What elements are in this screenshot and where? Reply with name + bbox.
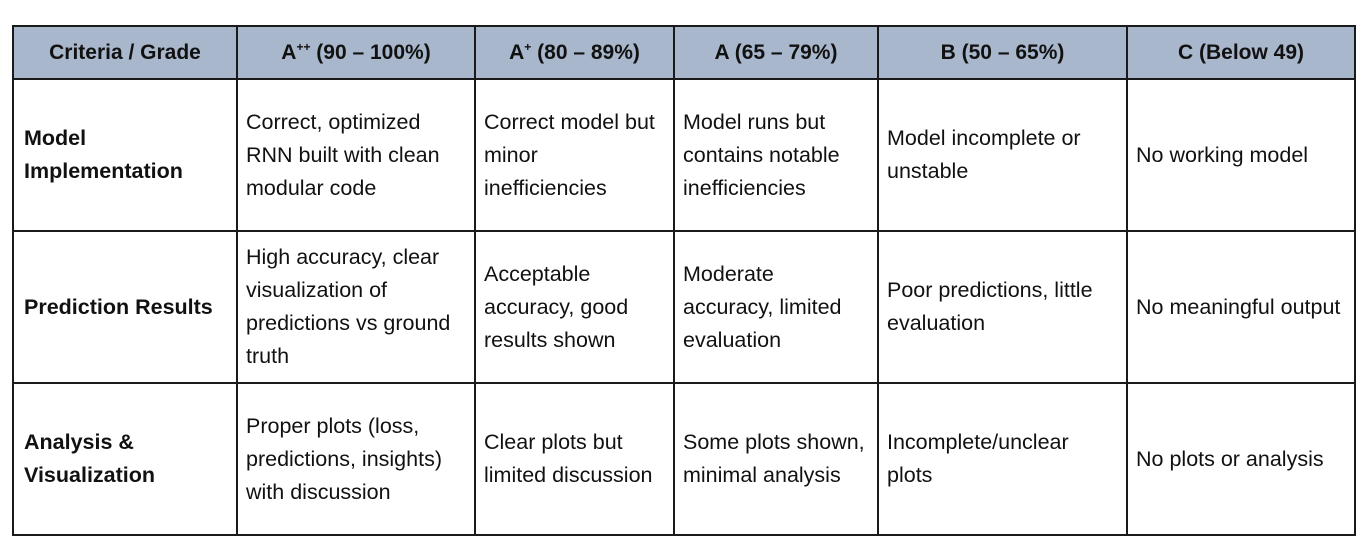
table-cell: Poor predictions, little evaluation	[877, 230, 1128, 384]
grade-range: (65 – 79%)	[728, 40, 838, 64]
table-cell: Correct, optimized RNN built with clean …	[236, 78, 476, 232]
grade-modifier: ++	[296, 39, 311, 54]
table-cell: Correct model but minor inefficiencies	[474, 78, 675, 232]
table-header: Criteria / Grade A++ (90 – 100%) A+ (80 …	[12, 25, 1356, 80]
grade-range: (90 – 100%)	[310, 40, 431, 64]
header-grade-a: A (65 – 79%)	[673, 25, 879, 80]
table-cell: Clear plots but limited discussion	[474, 382, 675, 536]
table-row: Prediction Results High accuracy, clear …	[12, 230, 1356, 384]
table-row: Model Implementation Correct, optimized …	[12, 78, 1356, 232]
header-grade-a-plus: A+ (80 – 89%)	[474, 25, 675, 80]
table-cell: Proper plots (loss, predictions, insight…	[236, 382, 476, 536]
table-cell: Some plots shown, minimal analysis	[673, 382, 879, 536]
table-cell: No working model	[1126, 78, 1356, 232]
table-cell: Moderate accuracy, limited evaluation	[673, 230, 879, 384]
table-cell: No plots or analysis	[1126, 382, 1356, 536]
table-cell: No meaningful output	[1126, 230, 1356, 384]
criteria-cell: Prediction Results	[12, 230, 238, 384]
grade-letter: B	[940, 40, 956, 64]
grading-rubric-table: Criteria / Grade A++ (90 – 100%) A+ (80 …	[12, 25, 1356, 536]
grade-range: (80 – 89%)	[531, 40, 640, 64]
criteria-cell: Analysis & Visualization	[12, 382, 238, 536]
table-cell: Acceptable accuracy, good results shown	[474, 230, 675, 384]
grade-letter: A	[714, 40, 729, 64]
table-row: Analysis & Visualization Proper plots (l…	[12, 382, 1356, 536]
header-grade-a-plus-plus: A++ (90 – 100%)	[236, 25, 476, 80]
table-cell: High accuracy, clear visualization of pr…	[236, 230, 476, 384]
grade-modifier: +	[524, 39, 532, 54]
header-row: Criteria / Grade A++ (90 – 100%) A+ (80 …	[12, 25, 1356, 80]
grade-letter: A	[281, 40, 297, 64]
grade-letter: C	[1177, 40, 1194, 64]
table-cell: Model incomplete or unstable	[877, 78, 1128, 232]
grade-range: (Below 49)	[1193, 40, 1305, 64]
table-body: Model Implementation Correct, optimized …	[12, 78, 1356, 536]
header-criteria: Criteria / Grade	[12, 25, 238, 80]
criteria-cell: Model Implementation	[12, 78, 238, 232]
table-cell: Incomplete/unclear plots	[877, 382, 1128, 536]
grade-range: (50 – 65%)	[955, 40, 1065, 64]
header-grade-b: B (50 – 65%)	[877, 25, 1128, 80]
table-cell: Model runs but contains notable ineffici…	[673, 78, 879, 232]
header-grade-c: C (Below 49)	[1126, 25, 1356, 80]
grade-letter: A	[509, 40, 525, 64]
